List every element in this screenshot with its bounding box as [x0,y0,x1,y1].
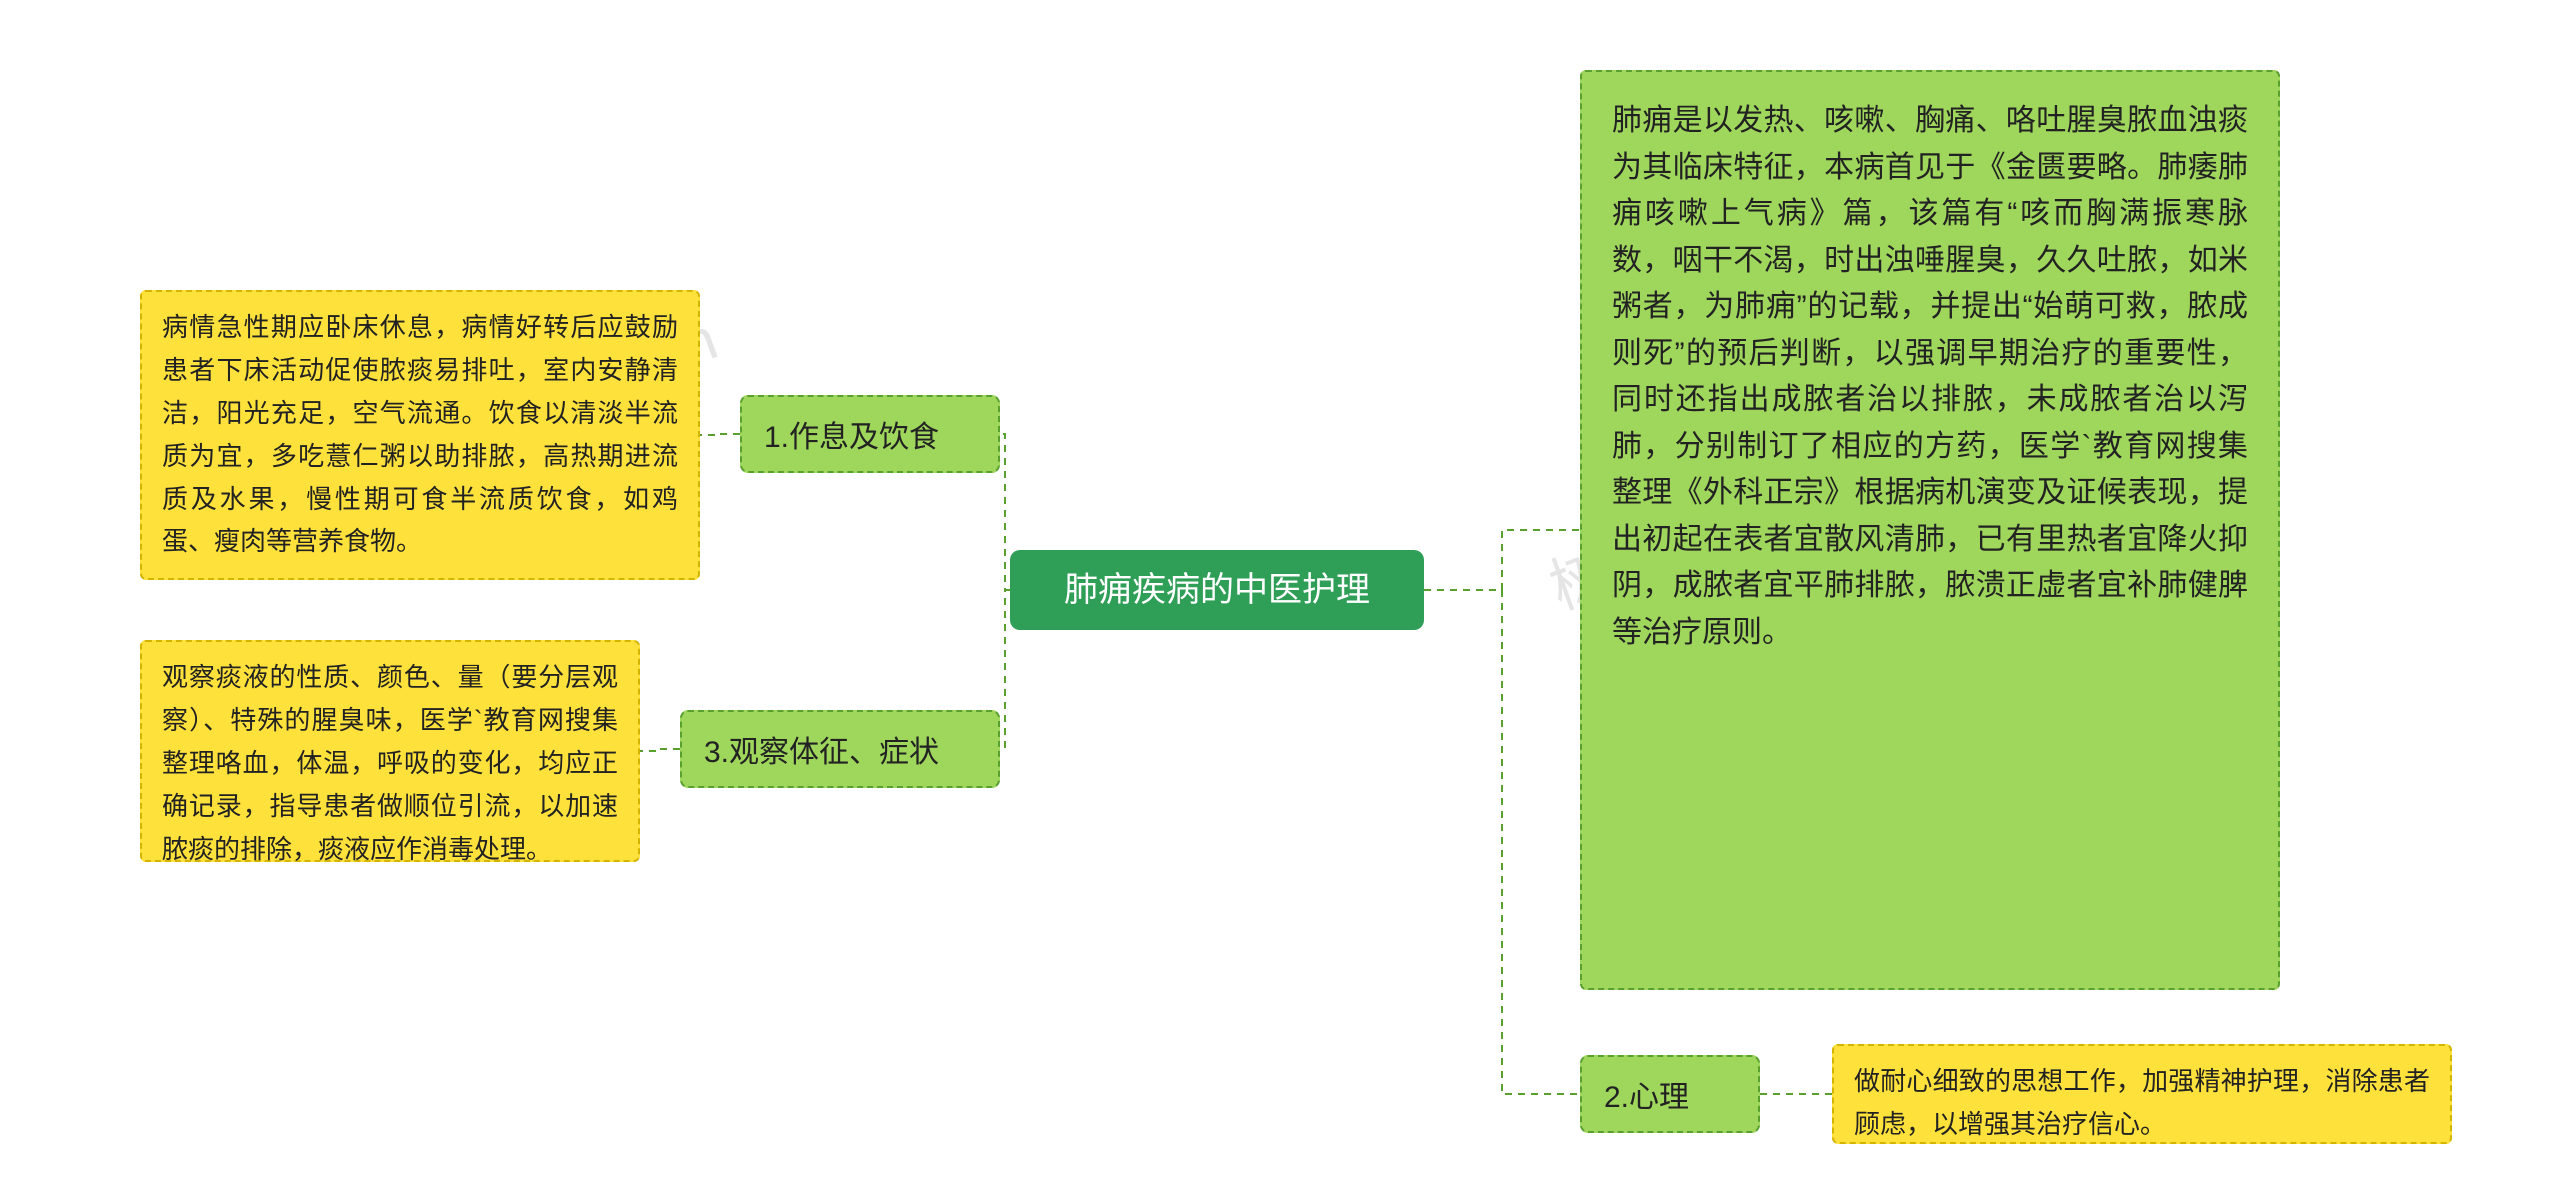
branch-guancha[interactable]: 3.观察体征、症状 [680,710,1000,788]
connector [1000,590,1010,749]
leaf-zuoxi: 病情急性期应卧床休息，病情好转后应鼓励患者下床活动促使脓痰易排吐，室内安静清洁，… [140,290,700,580]
connector [700,434,740,435]
leaf-zuoxi-text: 病情急性期应卧床休息，病情好转后应鼓励患者下床活动促使脓痰易排吐，室内安静清洁，… [162,306,678,563]
connector [1424,590,1580,1094]
leaf-guancha-text: 观察痰液的性质、颜色、量（要分层观察）、特殊的腥臭味，医学`教育网搜集整理咯血，… [162,656,618,870]
leaf-xinli: 做耐心细致的思想工作，加强精神护理，消除患者顾虑，以增强其治疗信心。 [1832,1044,2452,1144]
leaf-xinli-text: 做耐心细致的思想工作，加强精神护理，消除患者顾虑，以增强其治疗信心。 [1854,1060,2430,1146]
branch-zuoxi[interactable]: 1.作息及饮食 [740,395,1000,473]
leaf-guancha: 观察痰液的性质、颜色、量（要分层观察）、特殊的腥臭味，医学`教育网搜集整理咯血，… [140,640,640,862]
connector [1424,530,1580,590]
mindmap-root[interactable]: 肺痈疾病的中医护理 [1010,550,1424,630]
intro-block: 肺痈是以发热、咳嗽、胸痛、咯吐腥臭脓血浊痰为其临床特征，本病首见于《金匮要略。肺… [1580,70,2280,990]
connector [1000,434,1010,590]
connector [640,749,680,751]
intro-text: 肺痈是以发热、咳嗽、胸痛、咯吐腥臭脓血浊痰为其临床特征，本病首见于《金匮要略。肺… [1612,98,2248,656]
branch-xinli[interactable]: 2.心理 [1580,1055,1760,1133]
